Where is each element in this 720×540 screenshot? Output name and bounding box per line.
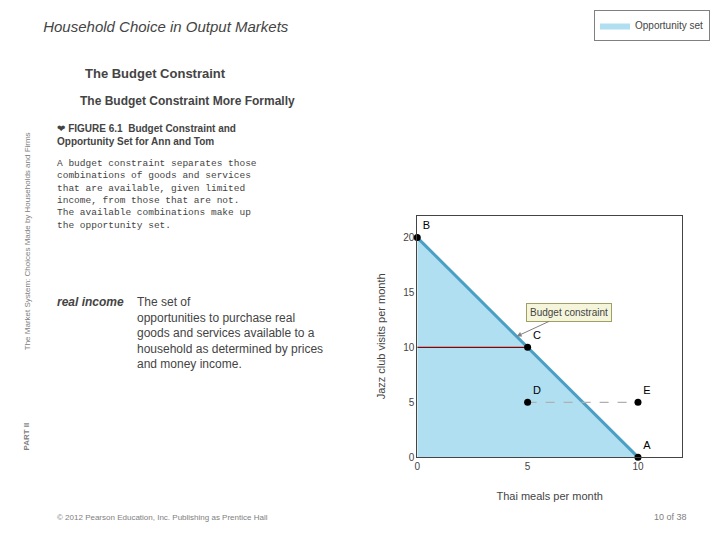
svg-text:The Budget Constraint More For: The Budget Constraint More Formally: [80, 94, 295, 108]
svg-text:15: 15: [403, 287, 415, 298]
svg-text:❤ FIGURE 6.1 Budget Constrain: ❤ FIGURE 6.1 Budget Constraint andOpport…: [57, 123, 236, 147]
svg-text:The set ofopportunities to pur: The set ofopportunities to purchase real…: [137, 295, 323, 371]
svg-text:C: C: [533, 329, 541, 341]
svg-text:© 2012 Pearson Education, Inc.: © 2012 Pearson Education, Inc. Publishin…: [57, 513, 268, 522]
svg-text:10: 10: [403, 342, 415, 353]
svg-text:D: D: [533, 384, 541, 396]
svg-text:B: B: [423, 219, 430, 231]
svg-text:5: 5: [525, 461, 531, 472]
svg-text:PART II: PART II: [22, 423, 31, 451]
svg-text:A budget constraint separates: A budget constraint separates thosecombi…: [57, 158, 257, 231]
svg-text:Opportunity set: Opportunity set: [635, 20, 703, 31]
svg-text:E: E: [643, 384, 650, 396]
svg-text:10 of 38: 10 of 38: [654, 512, 687, 522]
svg-text:5: 5: [409, 397, 415, 408]
svg-text:A: A: [643, 439, 651, 451]
svg-text:real income: real income: [57, 295, 124, 309]
svg-text:The Budget Constraint: The Budget Constraint: [85, 66, 226, 81]
svg-text:0: 0: [409, 452, 415, 463]
svg-text:Jazz club visits per month: Jazz club visits per month: [375, 273, 387, 399]
svg-text:Household Choice in Output Mar: Household Choice in Output Markets: [43, 18, 289, 35]
svg-text:0: 0: [414, 461, 420, 472]
svg-text:10: 10: [632, 461, 644, 472]
svg-text:20: 20: [403, 232, 415, 243]
svg-text:Budget constraint: Budget constraint: [530, 307, 608, 318]
svg-text:Thai meals per month: Thai meals per month: [496, 490, 602, 502]
svg-text:The Market System: Choices Mad: The Market System: Choices Made by House…: [23, 132, 32, 350]
